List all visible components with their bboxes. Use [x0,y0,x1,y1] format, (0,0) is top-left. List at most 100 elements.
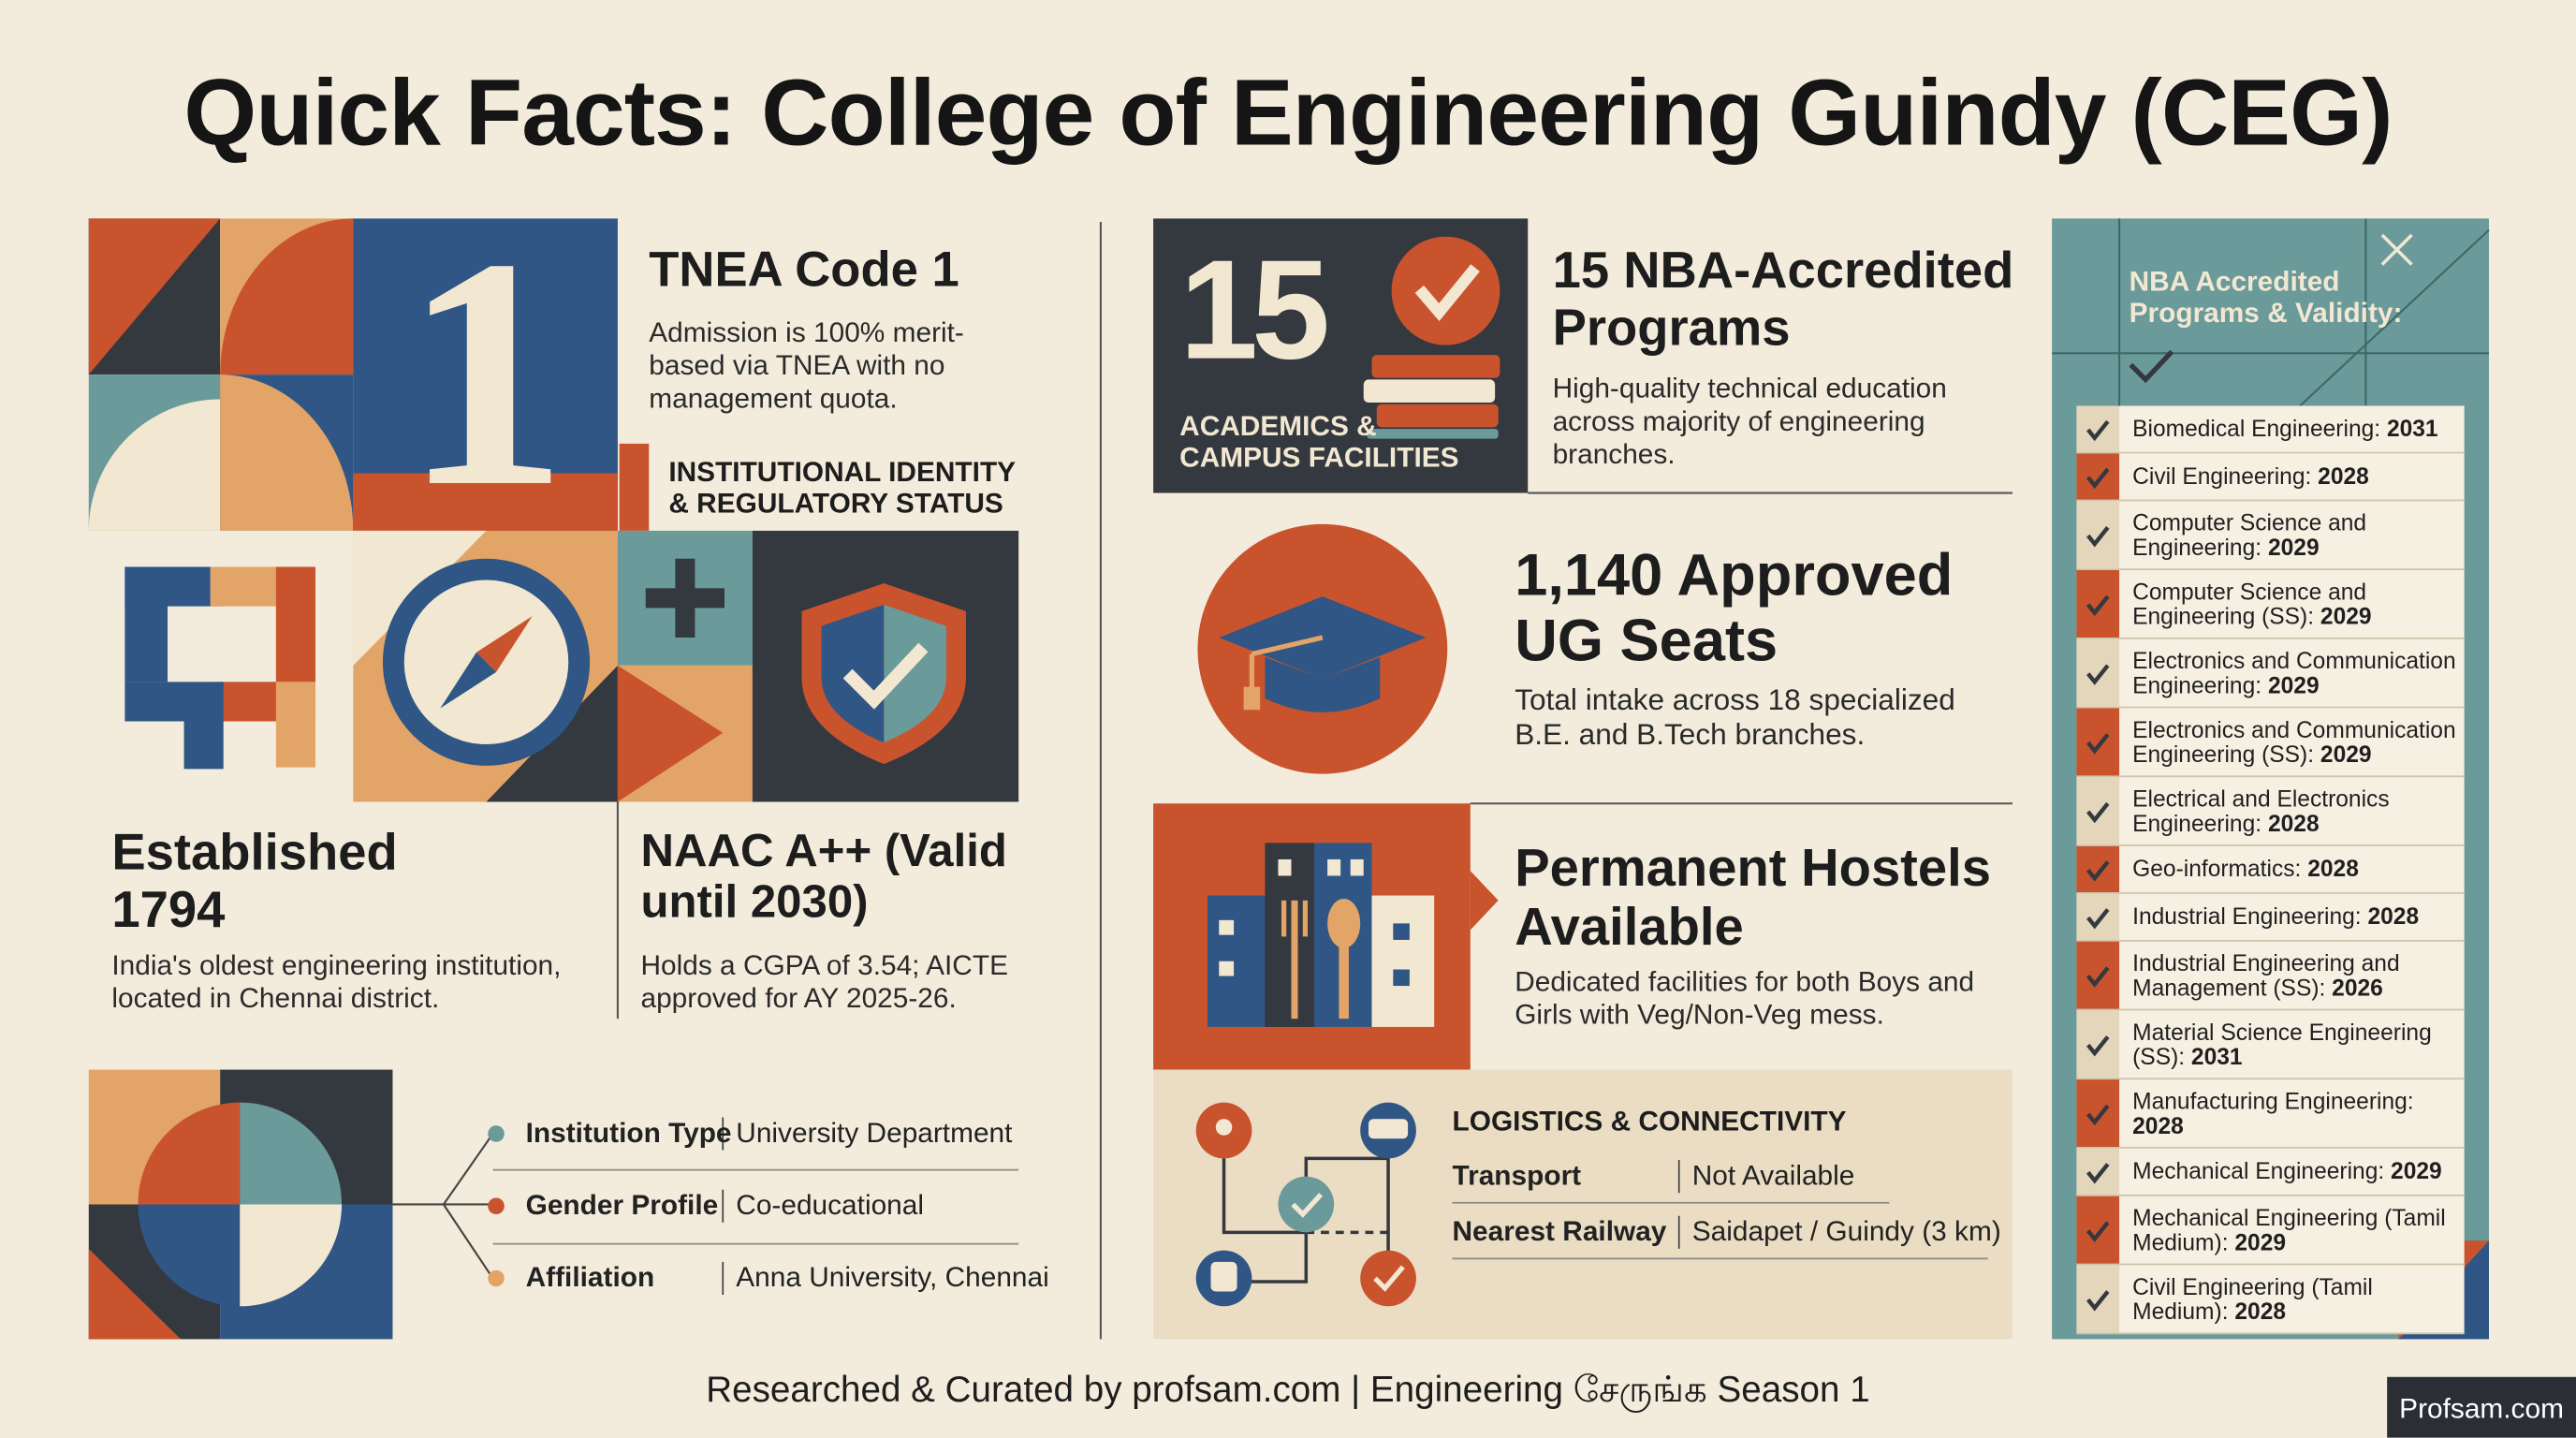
profile-label: Affiliation [526,1262,655,1293]
section-banner: INSTITUTIONAL IDENTITY & REGULATORY STAT… [668,456,1016,520]
academics-graphic [1153,218,1529,493]
logistics-graphic-shape [1368,1119,1409,1139]
program-year: 2029 [2234,1227,2287,1255]
seats-title: 1,140 Approved UG Seats [1515,540,1954,675]
academics-graphic-shape [1376,404,1499,428]
check-icon [2086,467,2110,490]
nba-check [2076,405,2120,452]
logo-box [2387,1376,2576,1438]
nba-program: Biomedical Engineering: 2031 [2076,405,2465,454]
hostels-graphic-shape-shape [1339,936,1349,1020]
identity-icons-shape [124,566,224,607]
profile-value-text: Co-educational [736,1189,924,1222]
nba-check [2076,845,2120,893]
program-name: Mechanical Engineering: [2132,1157,2385,1184]
profile-graphic [88,1069,1019,1340]
academics-graphic-shape [1371,355,1500,378]
profile-label-text: Affiliation [525,1261,655,1294]
profile-graphic-shape [488,1269,505,1287]
program-year: 2031 [2386,415,2438,442]
nba-program-text: Industrial Engineering and Management (S… [2132,949,2458,1000]
program-name: Electrical and Electronics Engineering: [2132,784,2390,836]
nba-program-text: Geo-informatics: 2028 [2132,855,2458,882]
profile-label: Gender Profile [526,1190,719,1221]
academics-graphic-shape [1363,379,1496,403]
program-name: Geo-informatics: [2132,855,2302,882]
check-icon [2086,664,2110,685]
nba-program-text: Industrial Engineering: 2028 [2132,903,2458,930]
nba-program-text: Electrical and Electronics Engineering: … [2132,784,2458,836]
profile-graphic-shape [138,1204,241,1307]
nba-program: Electronics and Communication Engineerin… [2076,708,2465,778]
hostels-graphic-shape [1219,858,1364,976]
established-title: Established 1794 [111,823,398,938]
program-year: 2029 [2320,602,2372,629]
academics-graphic-shape [1367,429,1499,439]
check-icon [2086,1035,2110,1057]
seats-graphic-shape [1251,635,1324,657]
seats-graphic [1197,523,1448,774]
established-text: India's oldest engineering institution, … [111,949,562,1014]
divider [616,221,2012,1340]
logistics-value-text: Saidapet / Guindy (3 km) [1691,1215,2001,1248]
seats-graphic-shape [1265,657,1381,712]
check-mark [2086,1290,2110,1312]
nba-program: Electrical and Electronics Engineering: … [2076,777,2465,846]
nba-program-text: Civil Engineering (Tamil Medium): 2028 [2132,1273,2458,1324]
logistics-title: LOGISTICS & CONNECTIVITY [1452,1106,1847,1137]
program-year: 2029 [2267,670,2320,698]
nba-program-text: Civil Engineering: 2028 [2132,462,2458,490]
program-name: Civil Engineering: [2132,462,2312,490]
profile-graphic-shape [488,1125,505,1142]
logistics-graphic-shape [1210,1261,1237,1292]
identity-icons-shape [842,642,929,710]
program-year: 2026 [2332,973,2383,1000]
footer-credit: Researched & Curated by profsam.com | En… [706,1368,1870,1410]
tnea-title: TNEA Code 1 [649,242,959,298]
profile-label: Institution Type [526,1117,732,1148]
program-year: 2029 [2267,533,2320,560]
hostels-graphic-shape [1393,923,1410,987]
nba-check [2076,1265,2120,1333]
nba-check [2076,893,2120,940]
tnea-graphic [88,218,650,531]
tnea-number: 1 [402,192,568,556]
tnea-graphic-shape [88,218,221,375]
nba-check [2076,1010,2120,1078]
seats-graphic-shape [1243,686,1261,711]
nba-program: Geo-informatics: 2028 [2076,845,2465,894]
hostels-graphic-shape [1207,895,1274,1027]
naac-title: NAAC A++ (Valid until 2030) [640,825,1007,928]
profile-value: Co-educational [736,1190,924,1221]
logistics-graphic-shape [1215,1119,1233,1136]
title: Quick Facts: College of Engineering Guin… [183,60,2393,167]
logistics-graphic-shape [1360,1250,1416,1307]
hostels-graphic-shape-shape [1393,923,1410,940]
check-icon [2086,594,2110,617]
logistics-value-text: Not Available [1691,1160,1855,1192]
check-mark [2086,594,2110,617]
nba-program-text: Mechanical Engineering (Tamil Medium): 2… [2132,1204,2458,1255]
profile-value-text: University Department [736,1117,1013,1149]
logistics-graphic-shape [1291,1193,1324,1218]
identity-icons-shape [183,719,224,770]
hostels-graphic-shape-shape [1327,899,1361,948]
nba-program-text: Computer Science and Engineering: 2029 [2132,509,2458,560]
nba-check [2076,501,2120,569]
program-name: Electronics and Communication Engineerin… [2132,646,2456,698]
nba-title: NBA Accredited Programs & Validity: [2129,266,2403,330]
check-mark [2086,1035,2110,1057]
program-name: Computer Science and Engineering (SS): [2132,577,2367,629]
check-icon [2086,1104,2110,1126]
program-name: Biomedical Engineering: [2132,415,2381,442]
logistics-value: Not Available [1692,1160,1855,1191]
identity-icons-shape [275,682,315,768]
check-icon [2086,1290,2110,1312]
nba-check [2076,777,2120,845]
hostels-graphic-shape-shape [1393,969,1410,987]
identity-icons-shape [617,665,724,802]
profile-graphic-shape [240,1204,343,1307]
program-year: 2028 [2318,462,2369,490]
nba-program-text: Material Science Engineering (SS): 2031 [2132,1019,2458,1069]
